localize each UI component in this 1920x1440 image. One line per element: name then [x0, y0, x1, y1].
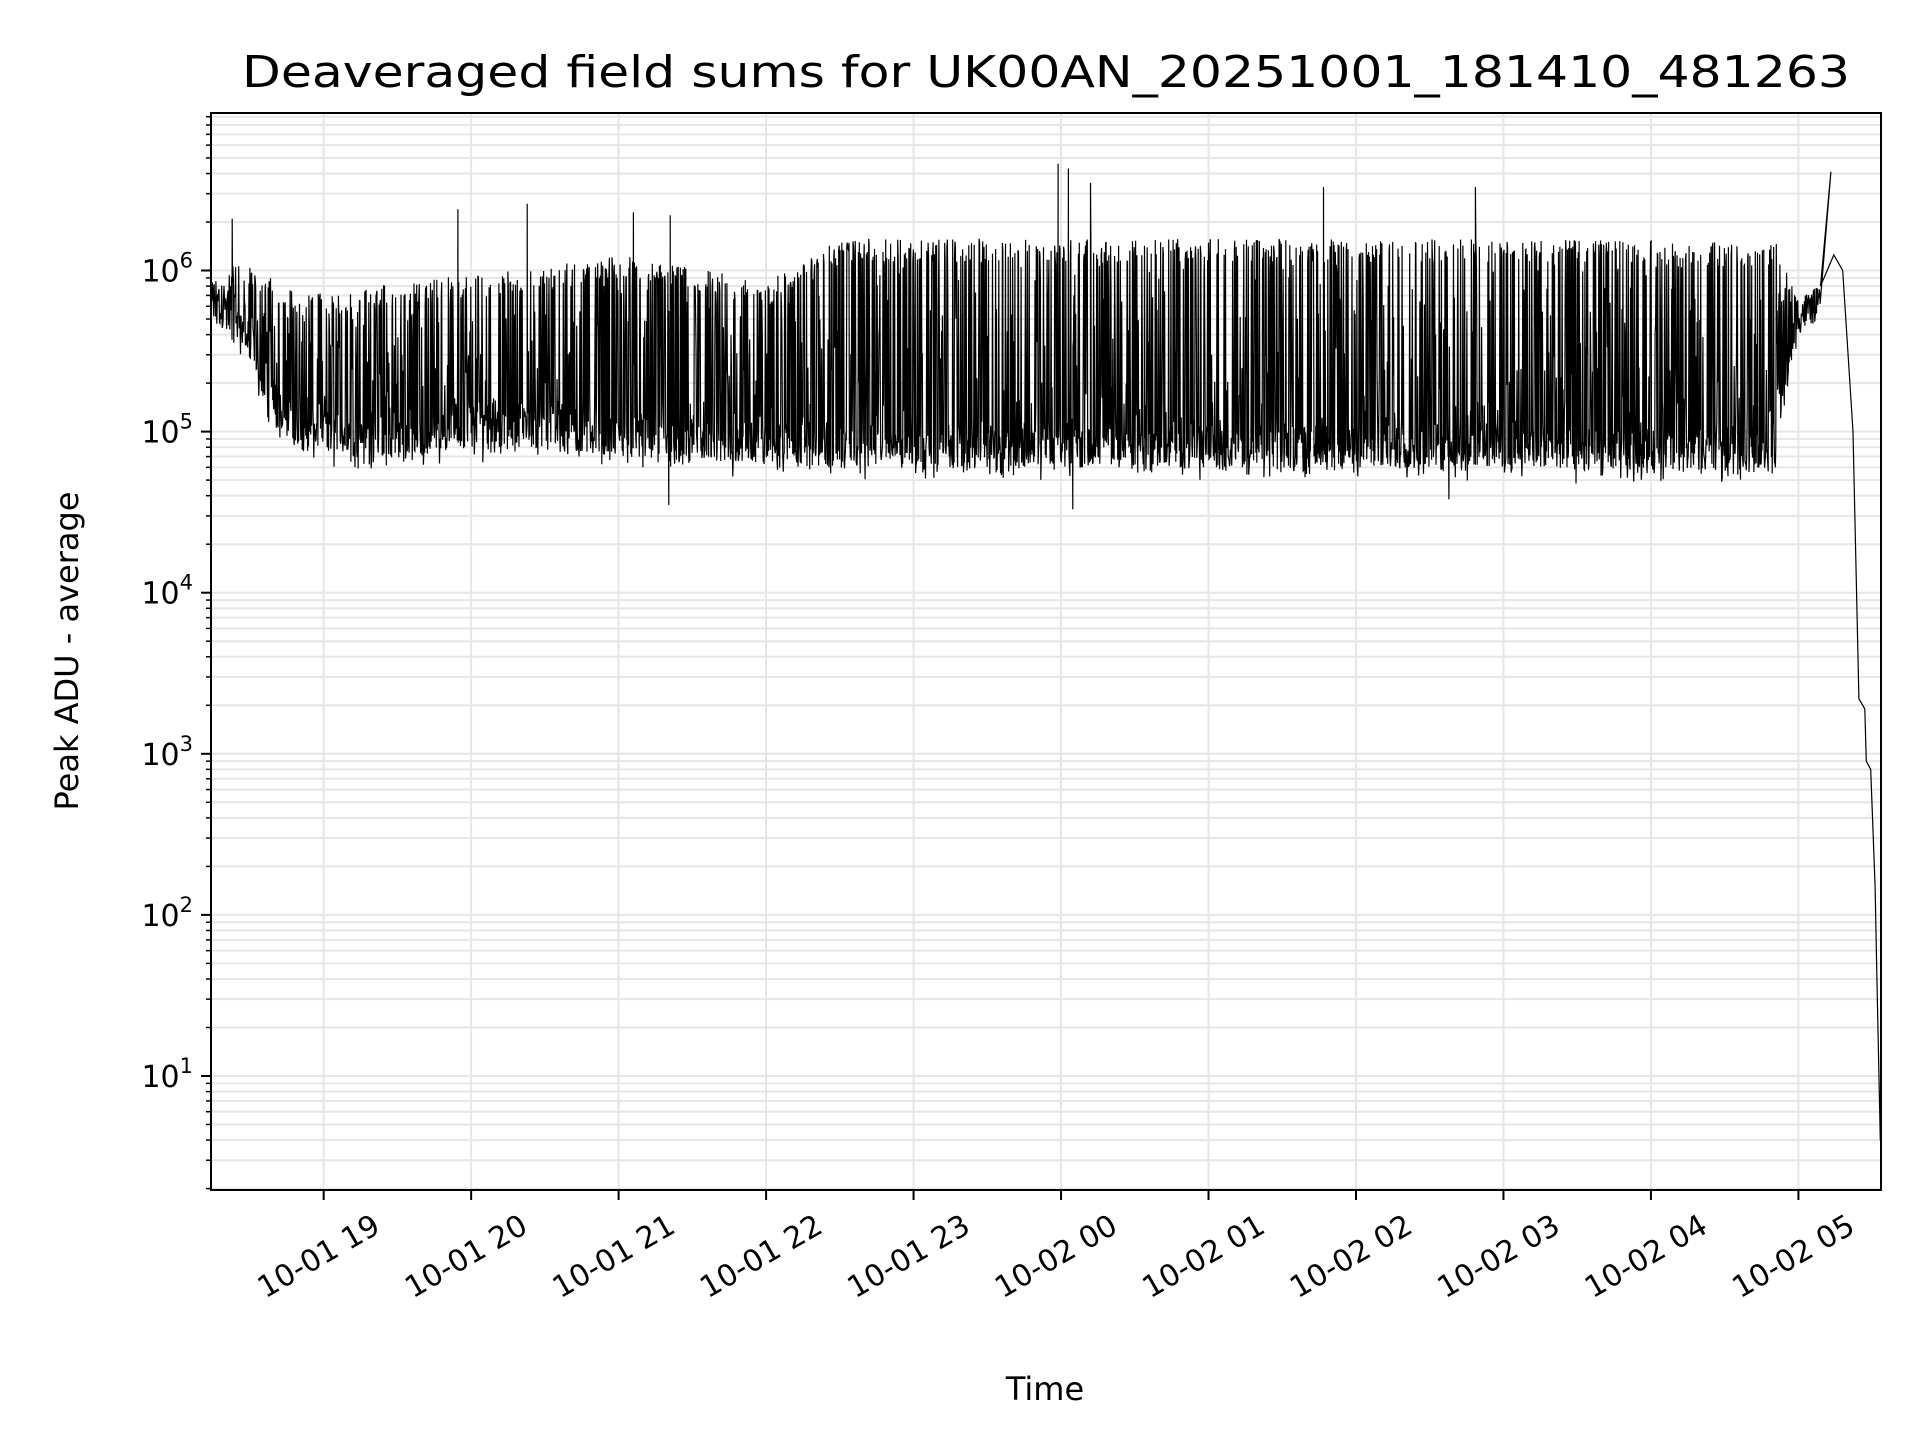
- x-tick-label: 10-01 22: [694, 1208, 828, 1306]
- y-axis-label: Peak ADU - average: [48, 492, 86, 811]
- x-tick-label: 10-02 05: [1727, 1208, 1861, 1306]
- x-tick-label: 10-01 23: [842, 1208, 976, 1306]
- x-tick-label: 10-02 01: [1137, 1208, 1271, 1306]
- x-tick-label: 10-01 21: [547, 1208, 681, 1306]
- data-series: [211, 163, 1881, 1141]
- axes-frame: [210, 112, 1882, 1191]
- y-tick-exponent: 2: [180, 893, 193, 917]
- x-tick-label: 10-02 00: [989, 1208, 1123, 1306]
- x-axis: 10-01 19 10-01 20 10-01 21 10-01 22 10-01 23…: [252, 1190, 1861, 1306]
- x-axis-label: Time: [1005, 1370, 1084, 1408]
- y-tick-base: 10: [141, 1060, 179, 1095]
- y-tick-base: 10: [141, 577, 179, 612]
- y-tick-base: 10: [141, 416, 179, 451]
- y-tick-base: 10: [141, 899, 179, 934]
- y-tick-label: 102: [141, 893, 193, 934]
- y-tick-label: 103: [141, 732, 193, 773]
- series-line: [211, 163, 1881, 1141]
- chart-title: Deaveraged field sums for UK00AN_2025100…: [242, 47, 1850, 98]
- y-tick-exponent: 1: [180, 1054, 193, 1078]
- y-tick-exponent: 3: [180, 732, 193, 756]
- x-tick-label: 10-02 02: [1284, 1208, 1418, 1306]
- y-tick-label: 101: [141, 1054, 193, 1095]
- y-tick-label: 105: [141, 410, 193, 451]
- y-tick-base: 10: [141, 255, 179, 290]
- y-tick-label: 106: [141, 249, 193, 290]
- x-tick-label: 10-01 19: [252, 1208, 386, 1306]
- x-tick-label: 10-01 20: [399, 1208, 533, 1306]
- x-tick-label: 10-02 03: [1432, 1208, 1566, 1306]
- grid: [211, 113, 1881, 1190]
- y-tick-exponent: 5: [180, 410, 193, 434]
- y-tick-exponent: 6: [180, 249, 193, 273]
- y-tick-base: 10: [141, 738, 179, 773]
- y-tick-label: 104: [141, 571, 193, 612]
- y-tick-exponent: 4: [180, 571, 193, 595]
- x-tick-label: 10-02 04: [1579, 1208, 1713, 1306]
